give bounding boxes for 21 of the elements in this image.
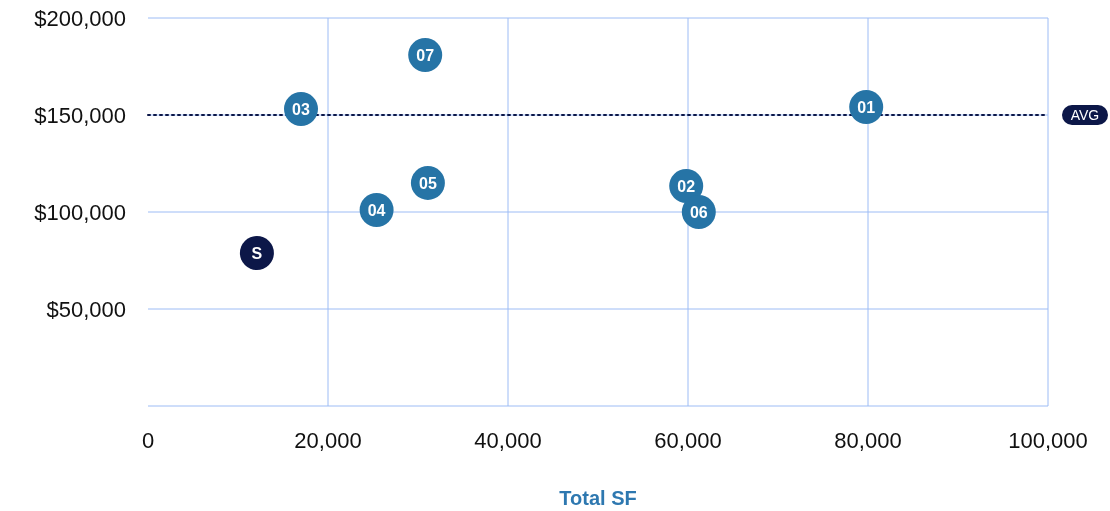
y-tick-label: $50,000 <box>46 296 126 322</box>
point <box>239 235 274 270</box>
x-tick-label: 100,000 <box>1008 428 1088 453</box>
annotation: 05 <box>419 174 437 192</box>
x-axis-title: Total SF <box>559 487 637 509</box>
x-tick-label: 40,000 <box>474 428 542 453</box>
annotation: 02 <box>677 177 696 195</box>
y-tick-label: $150,000 <box>34 102 126 128</box>
x-tick-label: 60,000 <box>654 428 722 453</box>
x-tick-label: 0 <box>141 428 155 453</box>
annotation: S <box>251 244 263 262</box>
ref-line-label: AVG <box>1070 106 1100 123</box>
x-tick-label: 20,000 <box>294 428 362 453</box>
annotation: 01 <box>857 98 876 116</box>
y-tick-label: $100,000 <box>34 199 126 225</box>
y-tick-label: $200,000 <box>34 5 126 31</box>
annotation: 06 <box>689 203 708 221</box>
annotation: 07 <box>416 46 435 64</box>
annotation: 03 <box>292 100 310 118</box>
x-tick-label: 80,000 <box>834 428 902 453</box>
annotation: 04 <box>367 201 386 219</box>
